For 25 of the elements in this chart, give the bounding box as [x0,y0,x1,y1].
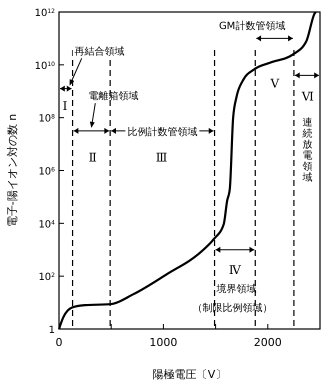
y-tick-label: 10$^{10}$ [34,60,56,72]
annotation: Ⅵ [300,90,314,104]
y-tick-label: 1 [48,325,55,336]
y-axis-title: 電子-陽イオン対の数 n [6,114,19,228]
y-tick-label: 10$^{4}$ [38,218,56,230]
x-tick-label: 1000 [149,336,178,349]
annotation: 再結合領域 [74,45,125,58]
annotation: 連続放電領域 [302,116,313,184]
annotation: （制限比例領域） [192,302,272,314]
x-tick-label: 2000 [254,336,282,349]
annotation: Ⅱ [88,150,97,164]
annotation: 比例計数管領域 [127,126,198,138]
annotation: 電離箱領域 [88,90,138,102]
annotation: Ⅲ [156,150,168,164]
x-tick-label: 0 [56,336,62,349]
y-tick-label: 10$^{6}$ [38,166,56,178]
y-tick-label: 10$^{12}$ [34,8,56,19]
annotation: Ⅴ [270,76,280,90]
y-tick-label: 10$^{2}$ [38,272,56,284]
y-tick-label: 10$^{8}$ [38,113,56,125]
x-axis-title: 陽極電圧〔V〕 [152,368,226,381]
annotation: GM計数管領域 [218,20,286,32]
annotation: Ⅰ [62,98,68,113]
annotation: Ⅳ [228,263,242,278]
annotation: 境界領域 [215,283,256,296]
